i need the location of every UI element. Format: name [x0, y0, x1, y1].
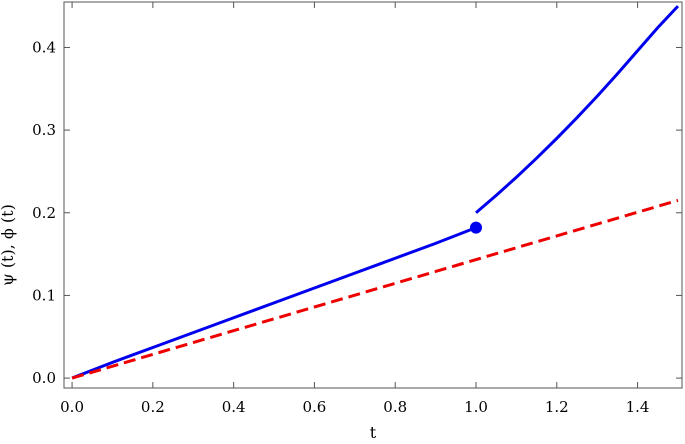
x-tick-label: 0.2 — [141, 398, 165, 416]
x-tick-label: 1.0 — [464, 398, 488, 416]
y-tick-label: 0.3 — [32, 121, 56, 139]
x-tick-label: 0.6 — [303, 398, 327, 416]
x-axis-label: t — [370, 423, 377, 442]
series-group — [71, 5, 680, 380]
y-tick-label: 0.1 — [32, 286, 56, 304]
x-tick-label: 0.8 — [383, 398, 407, 416]
x-tick-label: 0.4 — [222, 398, 246, 416]
axis-ticks: 0.0 0.2 0.4 0.6 0.8 1.0 1.2 1.4 0.0 0.1 0.2 0.3 0.4 — [32, 2, 682, 416]
y-tick-label: 0.4 — [32, 38, 56, 56]
endpoint-marker — [470, 221, 482, 234]
y-tick-label: 0.2 — [32, 204, 56, 222]
plot-frame — [63, 1, 683, 389]
x-tick-label: 1.4 — [626, 398, 650, 416]
y-tick-label: 0.0 — [32, 369, 56, 387]
series-line-1 — [71, 226, 477, 380]
series-line-3 — [71, 198, 679, 380]
x-tick-label: 1.2 — [545, 398, 569, 416]
series-line-2 — [475, 5, 680, 214]
y-axis-label: ψ (t), ϕ (t) — [0, 204, 17, 286]
marker-group — [470, 221, 482, 234]
x-tick-label: 0.0 — [60, 398, 84, 416]
